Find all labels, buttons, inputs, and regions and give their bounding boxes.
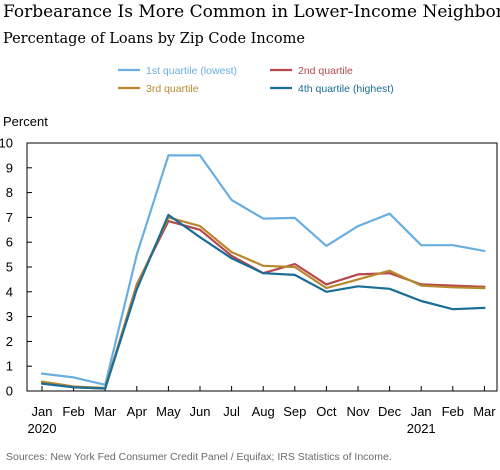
plot-frame	[26, 142, 498, 392]
y-axis-title: Percent	[3, 114, 48, 129]
x-tick-label: Jun	[190, 404, 211, 419]
x-tick-label: Jan	[411, 404, 432, 419]
x-tick-label: Aug	[252, 404, 275, 419]
legend-label: 3rd quartile	[146, 83, 199, 95]
series-line	[40, 220, 486, 390]
x-tick-label: Apr	[127, 404, 148, 419]
y-tick-label: 6	[6, 235, 13, 250]
x-tick-label: Nov	[346, 404, 370, 419]
x-tick-label: Sep	[283, 404, 306, 419]
x-tick-label: Oct	[316, 404, 337, 419]
x-year-label: 2021	[407, 421, 436, 436]
y-tick-label: 8	[6, 185, 13, 200]
x-tick-label: Mar	[94, 404, 117, 419]
x-tick-label: Jul	[223, 404, 240, 419]
y-tick-label: 1	[6, 359, 13, 374]
legend-label: 1st quartile (lowest)	[146, 65, 237, 77]
y-tick-label: 0	[6, 384, 13, 399]
x-tick-label: Jan	[32, 404, 53, 419]
y-tick-label: 5	[6, 260, 13, 275]
chart-subtitle: Percentage of Loans by Zip Code Income	[3, 31, 305, 47]
x-year-label: 2020	[28, 421, 57, 436]
y-tick-label: 2	[6, 334, 13, 349]
y-tick-label: 3	[6, 309, 13, 324]
series-line	[40, 213, 486, 390]
chart-title: Forbearance Is More Common in Lower-Inco…	[3, 2, 500, 22]
x-tick-label: Dec	[378, 404, 402, 419]
y-tick-label: 10	[0, 136, 13, 151]
x-tick-label: Feb	[62, 404, 84, 419]
y-tick-label: 7	[6, 210, 13, 225]
series-line	[40, 154, 486, 386]
legend-label: 4th quartile (highest)	[298, 83, 394, 95]
x-tick-label: Mar	[473, 404, 496, 419]
source-note: Sources: New York Fed Consumer Credit Pa…	[6, 451, 392, 463]
legend-label: 2nd quartile	[298, 65, 353, 77]
x-tick-label: Feb	[442, 404, 464, 419]
y-tick-label: 9	[6, 160, 13, 175]
x-tick-label: May	[156, 404, 181, 419]
y-tick-label: 4	[6, 284, 13, 299]
